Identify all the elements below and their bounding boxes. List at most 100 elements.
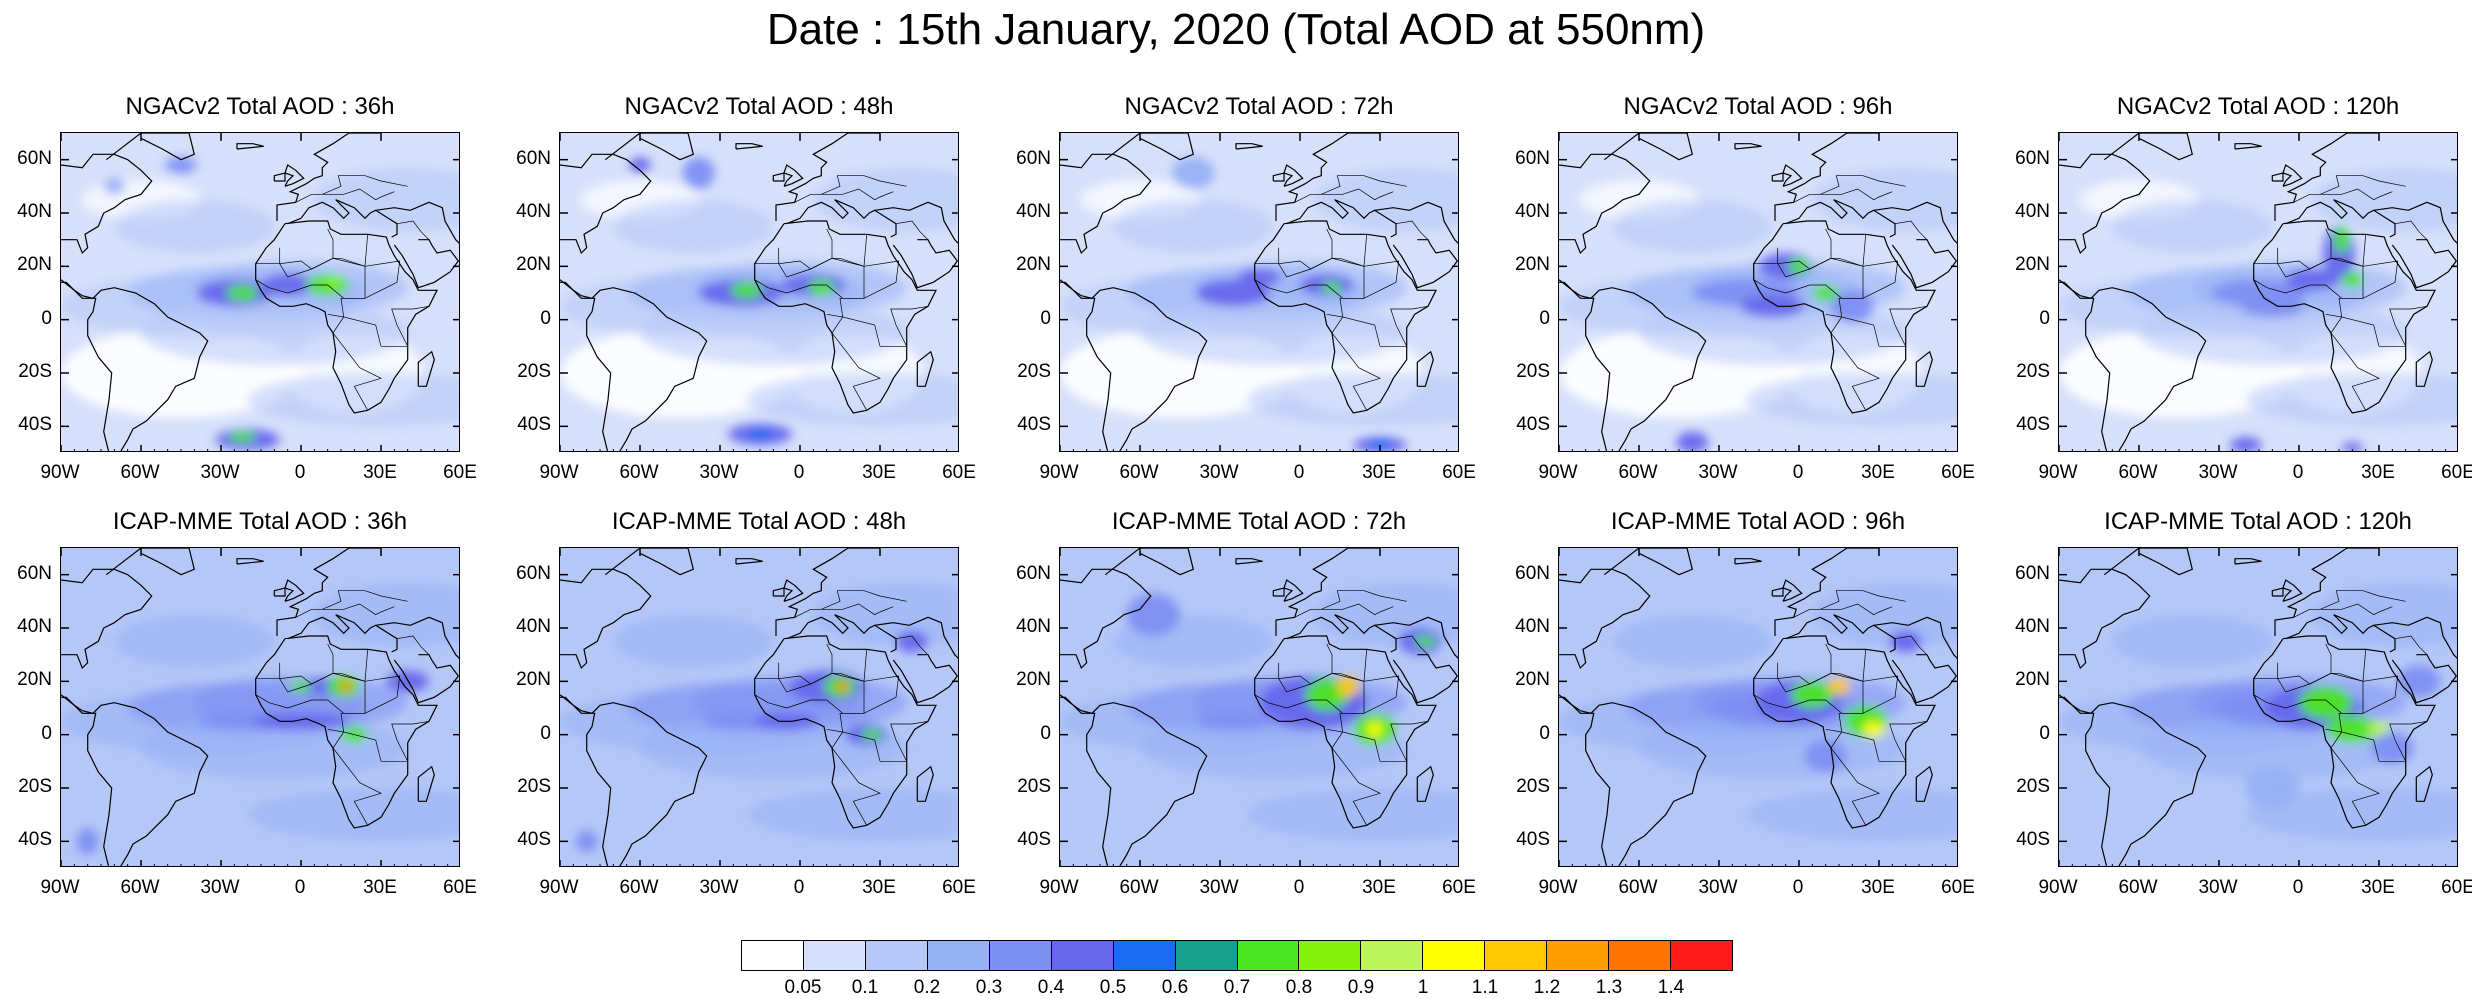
colorbar-swatch [742,941,804,970]
lon-tick-label: 0 [1293,877,1305,898]
lat-tick-label: 40S [18,414,52,436]
colorbar-label: 0.9 [1347,977,1375,998]
lat-tick-label: 0 [41,307,52,329]
lon-tick-label: 60E [1941,877,1975,898]
lat-tick-label: 20N [2015,254,2050,276]
panel-title: NGACv2 Total AOD : 120h [2116,93,2400,120]
map-panel: NGACv2 Total AOD : 72h 60N 40N 20N 0 20S 40S 90… [1016,93,1476,483]
colorbar-label: 0.7 [1223,977,1251,998]
lon-tick-label: 60W [2118,462,2158,483]
lat-tick-label: 20S [18,776,52,797]
panel-title: NGACv2 Total AOD : 36h [125,93,395,120]
colorbar-swatch [1361,941,1424,970]
colorbar-swatch [1485,941,1548,970]
lon-tick-label: 60E [1442,877,1476,898]
lat-tick-label: 20N [17,254,52,276]
lon-tick-label: 0 [793,462,805,483]
colorbar-label: 1 [1417,977,1429,998]
colorbar-swatch [1299,941,1362,970]
lon-tick-label: 0 [2292,877,2304,898]
lon-tick-label: 30E [1861,462,1895,483]
lat-tick-label: 20N [516,254,551,276]
lon-tick-label: 30W [1698,462,1738,483]
lon-tick-label: 30E [1362,877,1396,898]
lon-tick-label: 0 [1792,877,1804,898]
lon-tick-label: 30E [2361,877,2395,898]
lat-tick-label: 0 [540,722,551,744]
lon-tick-label: 30W [699,877,739,898]
panel-title: ICAP-MME Total AOD : 120h [2104,508,2412,535]
lat-tick-label: 60N [516,562,551,584]
colorbar-swatch [803,941,866,970]
colorbar-swatch [1237,941,1300,970]
colorbar-swatch [927,941,990,970]
lon-tick-label: 90W [40,877,80,898]
lat-tick-label: 40N [516,201,551,222]
colorbar-label: 1.1 [1471,977,1499,998]
lat-tick-label: 40S [517,414,551,436]
lon-tick-label: 60W [619,462,659,483]
lat-tick-label: 0 [2039,307,2050,329]
colorbar-swatch [1051,941,1114,970]
lon-tick-label: 60E [443,877,477,898]
lat-tick-label: 20N [1016,254,1051,276]
lon-tick-label: 30W [1698,877,1738,898]
lon-tick-label: 0 [1293,462,1305,483]
colorbar-label: 1.3 [1595,977,1623,998]
lat-tick-label: 40S [2016,414,2050,436]
lat-tick-label: 20N [1515,254,1550,276]
lat-tick-label: 20S [517,361,551,382]
lon-tick-label: 30W [200,462,240,483]
lat-tick-label: 60N [1515,562,1550,584]
lat-tick-label: 20S [517,776,551,797]
lon-tick-label: 60W [1618,462,1658,483]
lon-tick-label: 90W [1538,462,1578,483]
lat-tick-label: 40N [516,616,551,637]
lat-tick-label: 0 [1040,722,1051,744]
lon-tick-label: 90W [40,462,80,483]
aod-map [2058,132,2458,452]
lon-tick-label: 90W [2038,462,2078,483]
map-panel: NGACv2 Total AOD : 96h 60N 40N 20N 0 20S 40S 90… [1515,93,1975,483]
lon-tick-label: 30W [1199,877,1239,898]
lon-tick-label: 0 [294,877,306,898]
map-panel: ICAP-MME Total AOD : 36h 60N 40N 20N 0 20S 40S… [17,508,477,898]
lon-tick-label: 30W [2198,877,2238,898]
panel-title: ICAP-MME Total AOD : 36h [112,508,408,535]
lat-tick-label: 20S [1017,361,1051,382]
lon-tick-label: 60E [2441,462,2472,483]
lon-tick-label: 90W [1039,877,1079,898]
lon-tick-label: 30E [862,462,896,483]
lon-tick-label: 30E [1861,877,1895,898]
panel-title: NGACv2 Total AOD : 48h [624,93,894,120]
figure-title: Date : 15th January, 2020 (Total AOD at … [766,5,1706,54]
lon-tick-label: 30W [2198,462,2238,483]
aod-map [1558,547,1958,867]
panel-title: ICAP-MME Total AOD : 48h [611,508,907,535]
lat-tick-label: 20N [1515,669,1550,691]
lon-tick-label: 30E [862,877,896,898]
lon-tick-label: 60W [120,462,160,483]
lat-tick-label: 60N [2015,562,2050,584]
lat-tick-label: 60N [516,147,551,169]
lon-tick-label: 30E [2361,462,2395,483]
aod-map [1059,547,1459,867]
lon-tick-label: 60W [120,877,160,898]
colorbar-swatch [1175,941,1238,970]
lon-tick-label: 0 [1792,462,1804,483]
lat-tick-label: 40N [17,616,52,637]
lon-tick-label: 60W [1618,877,1658,898]
lat-tick-label: 20S [18,361,52,382]
lon-tick-label: 30W [1199,462,1239,483]
lon-tick-label: 60W [619,877,659,898]
panel-title: ICAP-MME Total AOD : 72h [1111,508,1407,535]
lat-tick-label: 40S [1516,829,1550,851]
lon-tick-label: 60E [1941,462,1975,483]
lat-tick-label: 0 [1539,722,1550,744]
lon-tick-label: 90W [2038,877,2078,898]
colorbar [741,940,1733,971]
lon-tick-label: 60E [942,877,976,898]
lat-tick-label: 40N [2015,616,2050,637]
lat-tick-label: 20N [1016,669,1051,691]
aod-map [559,547,959,867]
